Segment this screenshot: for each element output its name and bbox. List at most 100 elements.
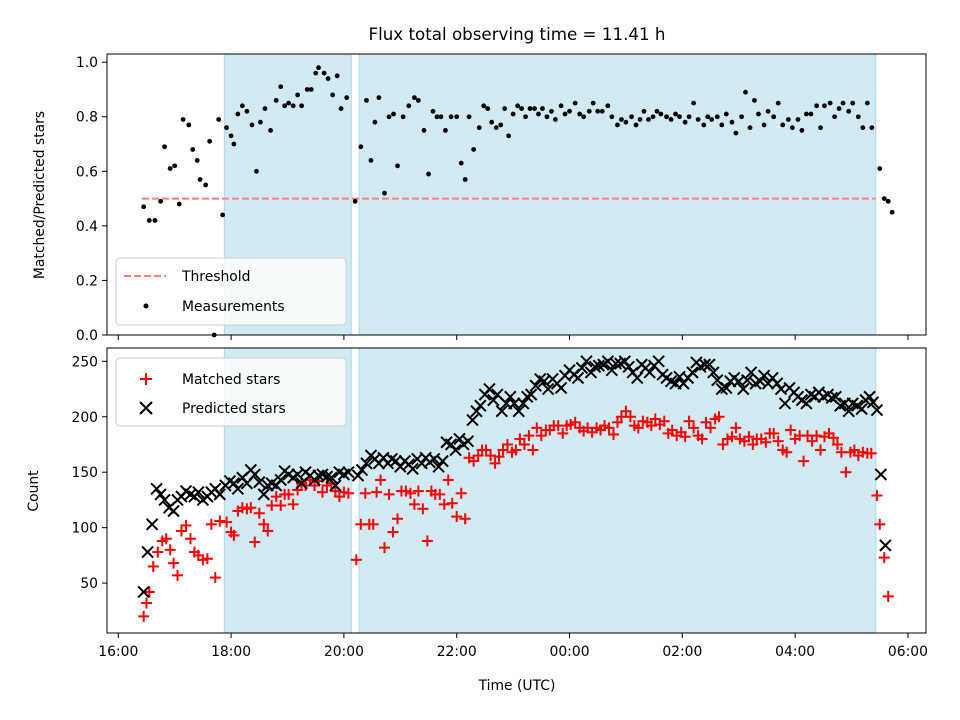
measurement-point: [850, 100, 856, 106]
measurement-point: [536, 111, 541, 117]
matched-stars-point: [760, 436, 772, 448]
legend-measurements-label: Measurements: [182, 299, 285, 315]
measurement-point: [540, 106, 545, 111]
measurement-point: [771, 114, 777, 120]
matched-stars-point: [417, 503, 429, 515]
y-tick-label: 0.6: [76, 164, 98, 180]
matched-stars-point: [180, 519, 192, 531]
matched-stars-point: [160, 533, 172, 545]
measurement-point: [325, 76, 331, 81]
predicted-stars-point: [137, 585, 150, 599]
measurement-point: [443, 127, 448, 133]
matched-stars-point: [811, 430, 823, 442]
predicted-stars-point: [609, 357, 622, 370]
measurement-point: [282, 103, 288, 109]
measurement-point: [412, 95, 417, 101]
measurement-point: [430, 108, 436, 114]
measurement-point: [172, 163, 178, 169]
predicted-stars-point: [592, 359, 606, 372]
predicted-stars-point: [325, 471, 338, 484]
x-tick-label: 04:00: [775, 644, 815, 660]
measurement-point: [553, 117, 558, 122]
predicted-stars-point: [213, 488, 227, 501]
measurement-point: [216, 117, 222, 122]
predicted-stars-point: [449, 443, 462, 457]
measurement-point: [158, 198, 163, 204]
predicted-stars-point: [575, 361, 589, 375]
y-tick-label: 0.2: [76, 273, 98, 289]
measurement-point: [262, 106, 268, 111]
matched-stars-point: [270, 491, 282, 503]
measurement-point: [162, 144, 167, 150]
predicted-stars-point: [800, 397, 813, 410]
matched-stars-point: [140, 597, 152, 609]
predicted-stars-point: [580, 355, 593, 368]
measurement-point: [822, 103, 827, 109]
matched-stars-point: [497, 444, 509, 456]
measurement-point: [682, 119, 688, 125]
matched-stars-point: [287, 498, 299, 510]
measurement-point: [176, 201, 182, 207]
matched-stars-point: [442, 474, 454, 486]
measurement-point: [286, 100, 292, 106]
matched-stars-point: [649, 413, 661, 425]
predicted-stars-point: [487, 393, 500, 407]
measurement-point: [426, 171, 431, 177]
measurement-point: [586, 108, 592, 114]
predicted-stars-point: [167, 504, 180, 518]
measurement-point: [224, 125, 229, 131]
measurement-point: [338, 106, 344, 111]
legend-threshold-label: Threshold: [181, 269, 250, 285]
predicted-stars-point: [192, 485, 205, 499]
matched-stars-point: [275, 499, 287, 511]
measurement-point: [506, 133, 512, 139]
measurement-point: [510, 111, 516, 117]
y-tick-label: 200: [71, 410, 98, 426]
measurement-point: [765, 108, 771, 114]
measurement-point: [304, 87, 310, 92]
measurement-point: [705, 114, 711, 120]
measurement-point: [239, 103, 245, 109]
legend-predicted-label: Predicted stars: [182, 401, 286, 417]
matched-stars-point: [726, 431, 738, 443]
matched-stars-point: [743, 431, 755, 443]
measurement-point: [515, 103, 521, 109]
measurement-point: [258, 119, 263, 125]
measurement-point: [818, 125, 823, 131]
predicted-stars-point: [291, 468, 304, 481]
matched-stars-point: [446, 497, 458, 509]
matched-stars-point: [209, 572, 221, 584]
measurement-point: [471, 147, 477, 152]
measurement-point: [637, 117, 643, 122]
bottom-legend-box: [115, 357, 347, 427]
predicted-stars-point: [855, 402, 868, 416]
matched-stars-point: [408, 498, 420, 510]
matched-stars-point: [383, 488, 395, 500]
matched-stars-point: [871, 489, 883, 501]
bottom-y-axis-label: Count: [26, 470, 42, 512]
top-x-ticks: [117, 335, 909, 340]
matched-stars-point: [375, 474, 387, 486]
matched-stars-point: [468, 455, 480, 467]
measurement-point: [654, 108, 660, 114]
measurement-point: [609, 114, 615, 120]
predicted-stars-point: [778, 397, 792, 410]
measurement-point: [382, 190, 387, 196]
matched-stars-point: [865, 447, 877, 459]
predicted-stars-point: [274, 473, 287, 487]
measurement-point: [220, 212, 226, 218]
measurement-point: [190, 147, 196, 152]
matched-stars-point: [459, 513, 471, 525]
predicted-stars-point: [601, 355, 615, 368]
matched-stars-point: [455, 487, 467, 499]
measurement-point: [330, 92, 336, 98]
measurement-point: [804, 111, 809, 117]
matched-stars-point: [624, 411, 636, 423]
matched-stars-point: [688, 422, 700, 434]
matched-stars-point: [768, 427, 780, 439]
measurement-point: [799, 127, 805, 133]
predicted-stars-point: [461, 434, 475, 448]
measurement-point: [527, 106, 533, 111]
predicted-stars-point: [829, 390, 842, 404]
chart-title: Flux total observing time = 11.41 h: [368, 24, 665, 44]
